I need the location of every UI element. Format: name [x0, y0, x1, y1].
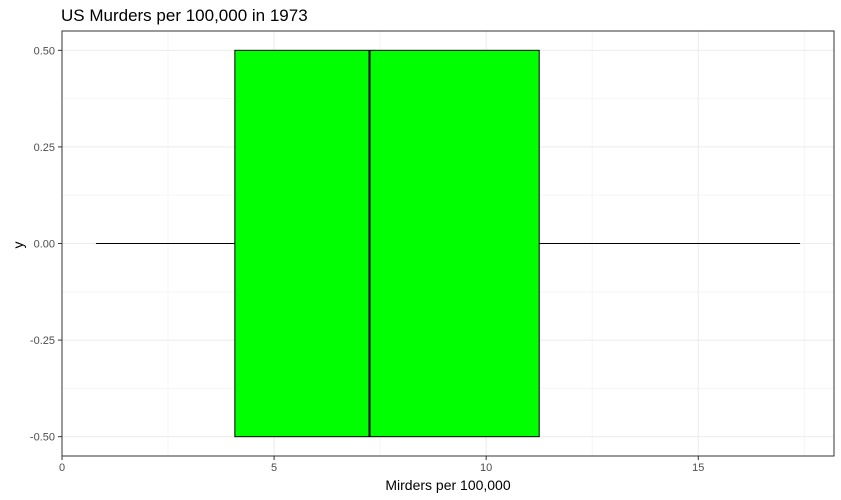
chart-title: US Murders per 100,000 in 1973 [61, 6, 308, 25]
y-tick-label: -0.25 [30, 335, 55, 347]
x-tick-label: 5 [271, 462, 277, 474]
y-axis-label: y [10, 241, 26, 249]
x-tick-label: 15 [692, 462, 704, 474]
box-iqr [234, 49, 540, 438]
x-tick-label: 10 [480, 462, 492, 474]
y-tick-label: 0.00 [34, 239, 55, 251]
x-axis: 0 5 10 15 [59, 456, 704, 474]
y-tick-label: -0.50 [30, 432, 55, 444]
x-axis-label: Mirders per 100,000 [385, 477, 511, 493]
box-layer [95, 49, 801, 438]
y-tick-label: 0.25 [34, 142, 55, 154]
y-axis: -0.50 -0.25 0.00 0.25 0.50 [30, 45, 62, 444]
x-tick-label: 0 [59, 462, 65, 474]
y-tick-label: 0.50 [34, 45, 55, 57]
